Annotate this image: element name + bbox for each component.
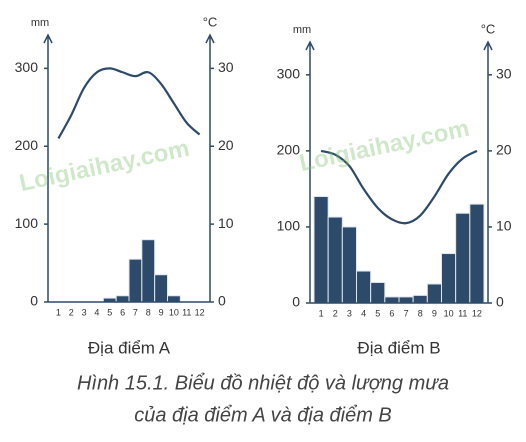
x-tick-label: 3 [82,307,87,317]
rain-bar [154,274,169,303]
y2-tick-label: 10 [218,215,234,231]
temperature-line [320,149,478,225]
y-tick-label: 0 [30,293,38,309]
y-tick-label: 300 [277,66,301,82]
y2-tick-label: 30 [218,59,234,75]
watermark: Loigiaihay.com [297,115,472,177]
y2-axis-label: °C [203,14,218,29]
y-tick-label: 0 [292,294,300,310]
rain-bar [412,294,428,304]
y-tick-label: 100 [277,218,301,234]
x-tick-label: 9 [432,308,437,318]
y2-tick-label: 0 [496,294,504,310]
x-tick-label: 11 [458,308,467,318]
rain-bar [398,296,414,304]
x-tick-label: 12 [472,308,482,318]
rain-bar [469,203,485,304]
rain-bar [455,212,471,304]
x-tick-label: 1 [56,307,61,317]
rain-bar [384,296,400,304]
rain-bar [426,283,443,304]
y-axis-label: mm [31,17,49,29]
x-tick-label: 12 [195,307,205,317]
x-tick-label: 10 [444,308,454,318]
rain-bar [313,196,329,304]
rain-bar [128,258,143,303]
y2-tick-label: 20 [496,142,512,158]
x-tick-label: 4 [94,307,99,317]
chart-title: Địa điểm A [88,338,171,357]
x-tick-label: 8 [418,308,423,318]
x-tick-label: 5 [375,308,380,318]
y2-tick-label: 10 [496,218,512,234]
x-tick-label: 2 [333,308,338,318]
y-axis-label: mm [293,24,311,36]
y2-axis [483,40,493,303]
x-tick-label: 3 [347,308,352,318]
rain-bar [356,270,372,304]
rain-bar [370,281,386,304]
caption-line: của địa điểm A và địa điểm B [134,404,392,426]
x-tick-label: 8 [146,307,151,317]
x-tick-label: 6 [120,307,125,317]
x-tick-label: 11 [182,307,191,317]
y2-tick-label: 20 [218,137,234,153]
chart-title: Địa điểm B [357,338,440,357]
y-tick-label: 100 [15,215,39,231]
x-tick-label: 7 [404,308,409,318]
y-axis [305,40,315,303]
rain-bar [167,295,181,303]
rain-bar [441,253,457,304]
rain-bar [141,239,156,303]
y2-tick-label: 30 [496,66,512,82]
y2-axis [205,33,215,302]
x-tick-label: 6 [389,308,394,318]
y-tick-label: 300 [15,59,39,75]
x-tick-label: 5 [107,307,112,317]
rain-bar [115,295,130,303]
x-tick-label: 2 [69,307,74,317]
y2-tick-label: 0 [218,293,226,309]
y-tick-label: 200 [15,137,39,153]
rain-bar [327,216,343,304]
y-axis [43,33,53,302]
x-tick-label: 9 [159,307,164,317]
rain-bar [341,226,358,304]
y-tick-label: 200 [277,142,301,158]
x-tick-label: 4 [361,308,366,318]
x-tick-label: 1 [319,308,324,318]
caption-line: Hình 15.1. Biểu đồ nhiệt độ và lượng mưa [77,372,449,394]
x-tick-label: 10 [169,307,179,317]
watermark: Loigiaihay.com [17,135,192,197]
x-tick-label: 7 [133,307,138,317]
y2-axis-label: °C [481,21,496,36]
temperature-line [57,67,201,139]
